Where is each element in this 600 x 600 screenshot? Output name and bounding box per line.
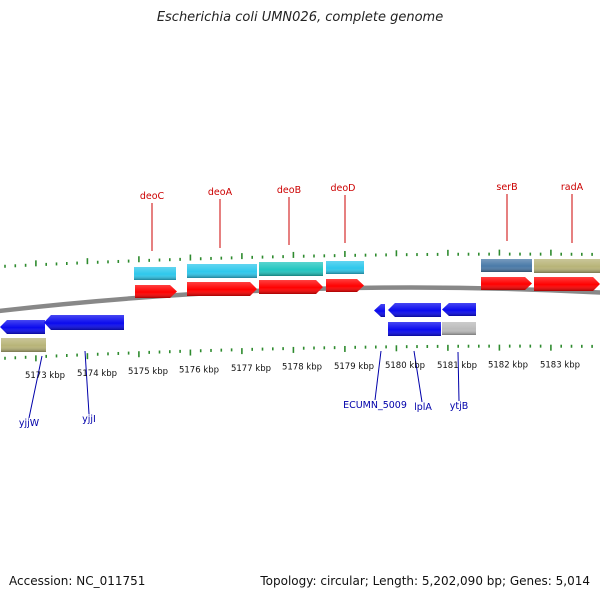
gene-bar-shading: [388, 322, 441, 336]
label-leader: [84, 350, 90, 415]
scale-label: 5177 kbp: [231, 364, 271, 374]
gene-label-yjjW: yjjW: [19, 418, 40, 429]
gene-label-serB: serB: [496, 182, 517, 193]
gene-label-yjjI: yjjI: [82, 414, 96, 425]
gene-bar-shading: [534, 259, 600, 273]
cds-arrow-shading: [481, 277, 532, 290]
cds-arrow-shading: [44, 315, 124, 330]
scale-label: 5175 kbp: [128, 367, 168, 377]
feature-layer: [0, 259, 600, 352]
gene-label-ECUMN_5009: ECUMN_5009: [343, 400, 407, 411]
gene-bar-shading: [187, 264, 257, 278]
outer-tick-row: [4, 249, 593, 268]
scale-label: 5178 kbp: [282, 363, 322, 373]
gene-label-ytjB: ytjB: [450, 401, 469, 412]
gene-label-deoD: deoD: [330, 183, 355, 194]
gene-bar-shading: [442, 322, 476, 335]
gene-label-radA: radA: [561, 182, 584, 193]
scale-label: 5174 kbp: [77, 369, 117, 379]
gene-label-lplA: lplA: [414, 402, 432, 413]
map-title: Escherichia coli UMN026, complete genome: [156, 10, 444, 25]
scale-label: 5180 kbp: [385, 361, 425, 371]
scale-label: 5176 kbp: [179, 365, 219, 375]
scale-labels: 5173 kbp 5174 kbp 5175 kbp 5176 kbp 5177 kbp…: [25, 361, 580, 381]
scale-label: 5181 kbp: [437, 361, 477, 371]
cds-arrow-shading: [326, 279, 364, 292]
gene-label-deoA: deoA: [208, 187, 233, 198]
cds-arrow-shading: [135, 285, 177, 298]
label-leader: [28, 355, 43, 419]
scale-label: 5183 kbp: [540, 361, 580, 371]
scale-label: 5182 kbp: [488, 361, 528, 371]
cds-arrow-shading: [259, 280, 323, 294]
gene-bar-shading: [134, 267, 176, 280]
gene-bar-shading: [481, 259, 532, 272]
label-leader-lines: [28, 194, 573, 419]
label-leader: [374, 350, 382, 401]
genome-stats-text: Topology: circular; Length: 5,202,090 bp…: [260, 574, 590, 588]
accession-text: Accession: NC_011751: [9, 574, 146, 588]
cds-arrow-shading: [374, 304, 385, 317]
top-gene-labels: deoC deoA deoB deoD serB radA: [140, 182, 584, 202]
scale-label: 5173 kbp: [25, 371, 65, 381]
cds-arrow-shading: [187, 282, 257, 296]
cds-arrow-shading: [534, 277, 600, 291]
gene-bar-shading: [259, 262, 323, 276]
gene-label-deoC: deoC: [140, 191, 165, 202]
cds-arrow-shading: [442, 303, 476, 316]
scale-label: 5179 kbp: [334, 362, 374, 372]
label-leader: [457, 351, 460, 402]
gene-label-deoB: deoB: [277, 185, 301, 196]
cds-arrow-shading: [0, 320, 45, 334]
gene-bar-shading: [326, 261, 364, 274]
inner-tick-row: [4, 344, 593, 362]
gene-bar-shading: [1, 338, 46, 352]
label-leader: [413, 350, 423, 403]
cds-arrow-shading: [388, 303, 441, 317]
bottom-gene-labels: yjjW yjjI ECUMN_5009 lplA ytjB: [19, 400, 468, 429]
